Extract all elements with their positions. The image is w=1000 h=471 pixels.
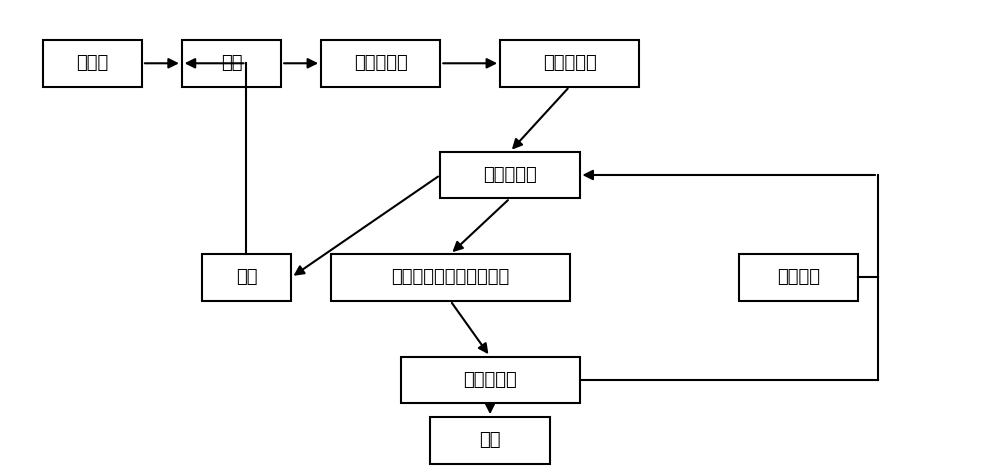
Text: 木糖、阿拉伯糖、半乳糖: 木糖、阿拉伯糖、半乳糖 bbox=[391, 268, 509, 286]
Text: 过滤、离交: 过滤、离交 bbox=[354, 54, 408, 72]
FancyBboxPatch shape bbox=[321, 40, 440, 87]
FancyBboxPatch shape bbox=[182, 40, 281, 87]
FancyBboxPatch shape bbox=[202, 254, 291, 300]
Text: 浓缩、结晶: 浓缩、结晶 bbox=[463, 371, 517, 389]
FancyBboxPatch shape bbox=[500, 40, 639, 87]
Text: 产品: 产品 bbox=[479, 431, 501, 449]
Text: 模拟移动床: 模拟移动床 bbox=[483, 166, 537, 184]
Text: 杂糖: 杂糖 bbox=[236, 268, 257, 286]
Text: 发酵浓缩液: 发酵浓缩液 bbox=[543, 54, 596, 72]
Text: 水解液: 水解液 bbox=[76, 54, 108, 72]
FancyBboxPatch shape bbox=[43, 40, 142, 87]
FancyBboxPatch shape bbox=[331, 254, 570, 300]
FancyBboxPatch shape bbox=[739, 254, 858, 300]
Text: 发酵: 发酵 bbox=[221, 54, 242, 72]
FancyBboxPatch shape bbox=[401, 357, 580, 403]
FancyBboxPatch shape bbox=[440, 152, 580, 198]
FancyBboxPatch shape bbox=[430, 417, 550, 463]
Text: 结晶母液: 结晶母液 bbox=[777, 268, 820, 286]
